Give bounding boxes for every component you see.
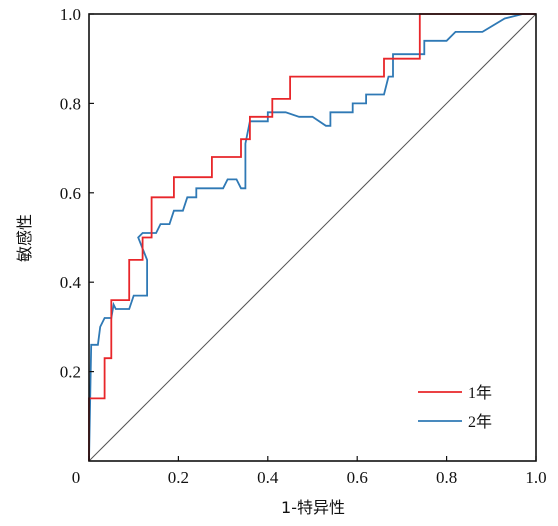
y-tick-label: 1.0	[60, 5, 81, 24]
x-tick-label: 0.2	[168, 468, 189, 487]
x-tick-label: 0	[72, 468, 81, 487]
x-tick-label: 0.8	[436, 468, 457, 487]
series-line-2-year	[88, 13, 536, 462]
x-axis-title: 1-特异性	[281, 498, 345, 517]
x-tick-label: 0.6	[347, 468, 368, 487]
y-tick-label: 0.6	[60, 184, 81, 203]
legend-label-1-year: 1年	[468, 384, 492, 402]
y-axis-title: 敏感性	[15, 214, 34, 262]
series-layer	[88, 13, 536, 462]
legend: 1年 2年	[418, 384, 492, 431]
y-tick-label: 0.4	[60, 273, 82, 292]
series-line-1-year	[88, 13, 536, 461]
tick-layer: 0 0.2 0.4 0.6 0.8 1.0 0.2 0.4 0.6 0.8 1.0	[60, 5, 547, 487]
x-tick-label: 1.0	[525, 468, 546, 487]
legend-label-2-year: 2年	[468, 413, 492, 431]
plot-frame	[88, 13, 537, 462]
y-tick-label: 0.8	[60, 94, 81, 113]
reference-diagonal	[88, 13, 537, 462]
x-tick-label: 0.4	[257, 468, 279, 487]
plot-layer	[88, 13, 537, 462]
y-tick-label: 0.2	[60, 363, 81, 382]
